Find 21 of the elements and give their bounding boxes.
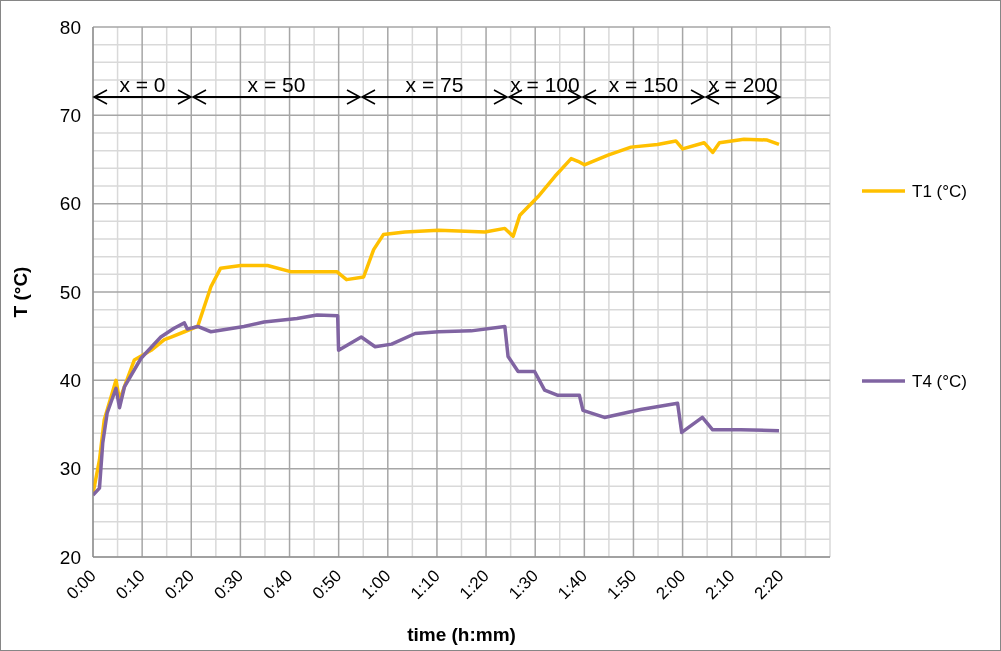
line-series xyxy=(93,313,781,497)
y-tick-label: 40 xyxy=(59,369,81,391)
annotation: x = 75 xyxy=(405,73,464,96)
x-tick-label: 0:30 xyxy=(210,566,248,604)
y-tick-label: 70 xyxy=(59,104,81,126)
y-axis-title: T (°C) xyxy=(9,266,31,318)
legend-label: T4 (°C) xyxy=(912,371,967,391)
annotation: x = 100 xyxy=(510,73,580,96)
y-tick-label: 20 xyxy=(59,546,81,568)
y-tick-label: 30 xyxy=(59,458,81,480)
x-tick-label: 0:40 xyxy=(259,566,297,604)
x-axis-title: time (h:mm) xyxy=(407,623,516,645)
annotation: x = 0 xyxy=(119,73,166,96)
y-tick-label: 60 xyxy=(59,193,81,215)
x-tick-label: 0:50 xyxy=(308,566,346,604)
annotation: x = 200 xyxy=(708,73,778,96)
y-tick-label: 50 xyxy=(59,281,81,303)
annotation: x = 50 xyxy=(247,73,306,96)
y-tick-label: 80 xyxy=(59,16,81,38)
annotation: x = 150 xyxy=(608,73,679,96)
legend-label: T1 (°C) xyxy=(912,181,967,201)
